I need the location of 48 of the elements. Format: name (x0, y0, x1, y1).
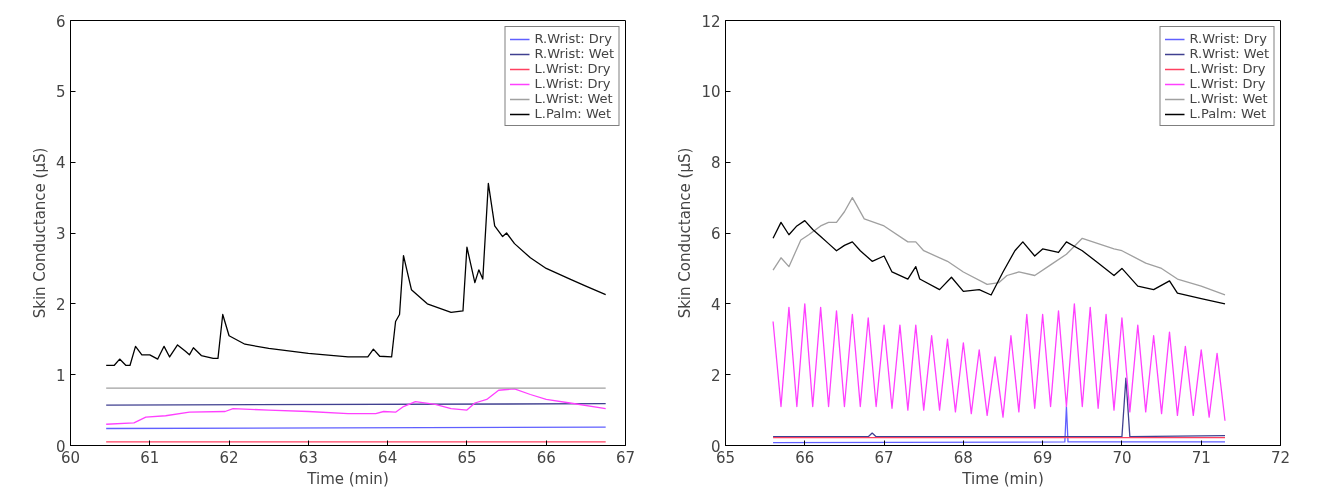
y-tick-label: 6 (55, 12, 66, 31)
y-tick-label: 10 (701, 83, 721, 102)
x-tick-label: 61 (140, 448, 160, 467)
line-series (105, 182, 607, 367)
legend-label: R.Wrist: Wet (534, 46, 614, 61)
x-axis-title: Time (min) (961, 469, 1044, 488)
line-series (105, 388, 607, 425)
legend-label: L.Wrist: Dry (534, 76, 611, 91)
y-tick-label: 3 (55, 225, 66, 243)
legend-label: L.Palm: Wet (534, 106, 612, 121)
x-tick-label: 66 (795, 448, 815, 467)
x-tick-label: 68 (953, 448, 973, 467)
x-axis-title: Time (min) (306, 469, 389, 488)
y-tick-label: 2 (710, 366, 721, 385)
line-series (772, 377, 1226, 438)
y-axis-title: Skin Conductance (μS) (676, 147, 695, 319)
x-tick-label: 69 (1033, 448, 1053, 467)
y-axis-title: Skin Conductance (μS) (30, 147, 49, 319)
legend-label: L.Wrist: Dry (534, 61, 611, 76)
x-tick-label: 67 (615, 448, 636, 467)
x-tick-label: 62 (219, 448, 239, 467)
legend-label: R.Wrist: Dry (1189, 31, 1267, 46)
x-tick-label: 71 (1191, 448, 1211, 467)
y-tick-label: 4 (710, 295, 721, 314)
y-tick-label: 12 (701, 12, 721, 31)
x-tick-label: 63 (298, 448, 318, 467)
legend-label: L.Wrist: Dry (1189, 76, 1266, 91)
y-tick-label: 5 (55, 83, 66, 102)
legend-label: L.Wrist: Dry (1189, 61, 1266, 76)
x-tick-label: 72 (1270, 448, 1291, 467)
y-tick-label: 1 (55, 366, 66, 385)
x-tick-label: 65 (457, 448, 477, 467)
x-tick-label: 67 (874, 448, 894, 467)
legend-label: L.Wrist: Wet (534, 91, 613, 106)
legend-label: L.Palm: Wet (1189, 106, 1267, 121)
x-tick-label: 64 (378, 448, 398, 467)
x-tick-label: 70 (1112, 448, 1132, 467)
legend-label: R.Wrist: Dry (534, 31, 612, 46)
y-tick-label: 8 (710, 154, 721, 173)
x-tick-label: 66 (536, 448, 556, 467)
line-series (772, 303, 1226, 422)
y-tick-label: 6 (710, 225, 721, 243)
y-tick-label: 4 (55, 154, 66, 173)
y-tick-label: 2 (55, 295, 66, 314)
legend-label: R.Wrist: Wet (1189, 46, 1269, 61)
line-series (772, 196, 1226, 296)
legend-label: L.Wrist: Wet (1189, 91, 1268, 106)
line-series (772, 219, 1226, 305)
